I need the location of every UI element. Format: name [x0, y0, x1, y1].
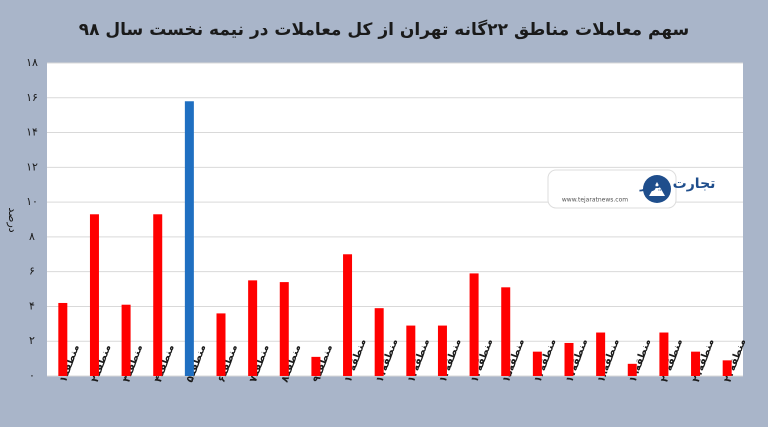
bar [184, 101, 194, 376]
watermark: تجارت نیوز www.tejaratnews.com [547, 169, 715, 209]
bar [564, 342, 574, 376]
bar [248, 280, 258, 376]
bar [153, 214, 163, 376]
y-tick-label: ۱۸ [26, 56, 38, 69]
watermark-icon-mark [649, 182, 665, 196]
y-axis-label: درصد [6, 207, 19, 232]
bar [406, 325, 416, 376]
bar [374, 308, 384, 376]
bar [659, 332, 669, 376]
bar [691, 351, 701, 376]
y-tick-label: ۱۰ [26, 195, 38, 208]
y-tick-label: ۸ [29, 230, 35, 243]
chart-title: سهم معاملات مناطق ۲۲گانه تهران از کل معا… [79, 19, 690, 40]
bar [121, 304, 131, 376]
bar [469, 273, 479, 376]
watermark-url: www.tejaratnews.com [562, 197, 628, 204]
watermark-box [547, 169, 677, 209]
plot-area [47, 63, 743, 376]
bar [532, 351, 542, 376]
bar [501, 287, 511, 376]
bar [627, 363, 637, 376]
bar [279, 282, 289, 376]
y-tick-label: ۱۶ [26, 91, 38, 104]
bar [722, 360, 732, 376]
bar [311, 356, 321, 376]
y-tick-label: ۱۲ [26, 160, 38, 173]
y-tick-label: ۲ [29, 334, 35, 347]
y-tick-label: ۱۴ [26, 126, 38, 139]
bar [437, 325, 447, 376]
bar [343, 254, 353, 376]
bar [596, 332, 606, 376]
bar [216, 313, 226, 376]
y-tick-label: ۴ [29, 299, 35, 312]
y-tick-label: ۰ [29, 369, 35, 382]
bar [89, 214, 99, 376]
bar [58, 302, 68, 376]
y-tick-label: ۶ [29, 265, 35, 278]
watermark-name: تجارت نیوز [639, 176, 715, 192]
